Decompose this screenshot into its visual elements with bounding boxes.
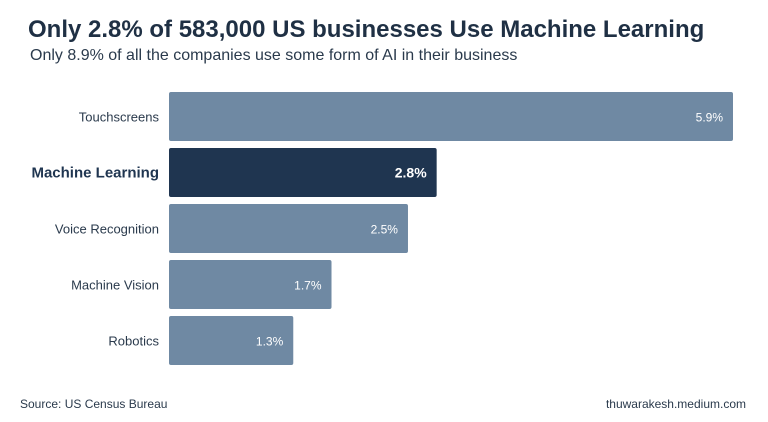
category-label-machine-vision: Machine Vision [71,278,159,293]
bar-machine-vision [169,260,332,309]
category-label-robotics: Robotics [108,334,159,349]
source-note: Source: US Census Bureau [20,397,168,411]
credit-note: thuwarakesh.medium.com [605,397,746,411]
chart-subtitle: Only 8.9% of all the companies use some … [30,47,518,64]
bar-touchscreens [169,92,733,141]
value-label-touchscreens: 5.9% [696,111,724,125]
chart-title: Only 2.8% of 583,000 US businesses Use M… [28,16,705,43]
bar-robotics [169,316,294,365]
bar-voice-recognition [169,204,408,253]
category-label-voice-recognition: Voice Recognition [55,222,159,237]
value-label-machine-vision: 1.7% [294,279,322,293]
value-label-machine-learning: 2.8% [395,165,427,181]
value-label-robotics: 1.3% [256,335,284,349]
category-label-touchscreens: Touchscreens [79,110,160,125]
value-label-voice-recognition: 2.5% [371,223,399,237]
bar-machine-learning [169,148,437,197]
category-label-machine-learning: Machine Learning [31,165,159,182]
